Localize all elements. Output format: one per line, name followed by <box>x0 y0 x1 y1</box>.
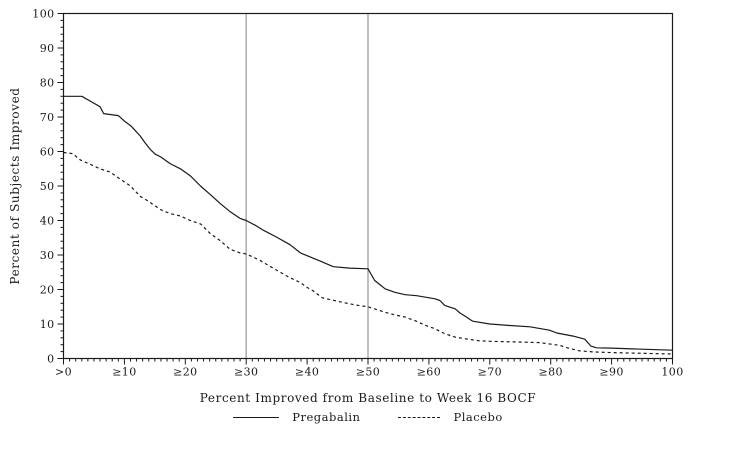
y-tick-label: 30 <box>40 249 55 262</box>
x-axis-title: Percent Improved from Baseline to Week 1… <box>199 391 537 405</box>
x-tick-label: ≥70 <box>478 366 502 379</box>
y-tick-label: 0 <box>47 353 54 366</box>
x-tick-label: ≥10 <box>112 366 136 379</box>
x-tick-label: ≥90 <box>599 366 623 379</box>
series-line-placebo <box>63 151 673 355</box>
x-tick-label: 100 <box>661 366 683 379</box>
legend-item-pregabalin: Pregabalin <box>233 410 360 424</box>
series-line-pregabalin <box>63 95 673 351</box>
y-tick-label: 10 <box>40 318 55 331</box>
y-tick-label: 50 <box>40 180 55 193</box>
pregabalin-line-sample <box>233 416 280 418</box>
y-tick-label: 60 <box>40 146 55 159</box>
y-tick-label: 100 <box>32 8 54 21</box>
y-tick-label: 90 <box>40 42 55 55</box>
placebo-line-sample <box>398 416 441 418</box>
legend-label-placebo: Placebo <box>453 410 503 424</box>
x-tick-label: ≥20 <box>173 366 197 379</box>
x-tick-label: >0 <box>55 366 72 379</box>
legend-label-pregabalin: Pregabalin <box>292 410 361 424</box>
y-tick-label: 20 <box>40 284 55 297</box>
x-tick-label: ≥60 <box>417 366 441 379</box>
y-tick-label: 80 <box>40 77 55 90</box>
y-axis-ticks: 0 10 20 30 40 50 60 70 80 90 100 <box>32 8 64 366</box>
y-tick-label: 70 <box>40 111 55 124</box>
y-axis-title: Percent of Subjects Improved <box>8 87 22 285</box>
x-tick-label: ≥40 <box>295 366 319 379</box>
legend: Pregabalin Placebo <box>63 410 673 424</box>
x-axis-ticks: >0 ≥10 ≥20 ≥30 ≥40 ≥50 ≥60 ≥70 ≥80 ≥90 100 <box>55 358 683 379</box>
x-tick-label: ≥80 <box>538 366 562 379</box>
x-tick-label: ≥30 <box>234 366 258 379</box>
reference-lines <box>245 13 369 359</box>
y-tick-label: 40 <box>40 215 55 228</box>
x-tick-label: ≥50 <box>356 366 380 379</box>
legend-item-placebo: Placebo <box>398 410 502 424</box>
